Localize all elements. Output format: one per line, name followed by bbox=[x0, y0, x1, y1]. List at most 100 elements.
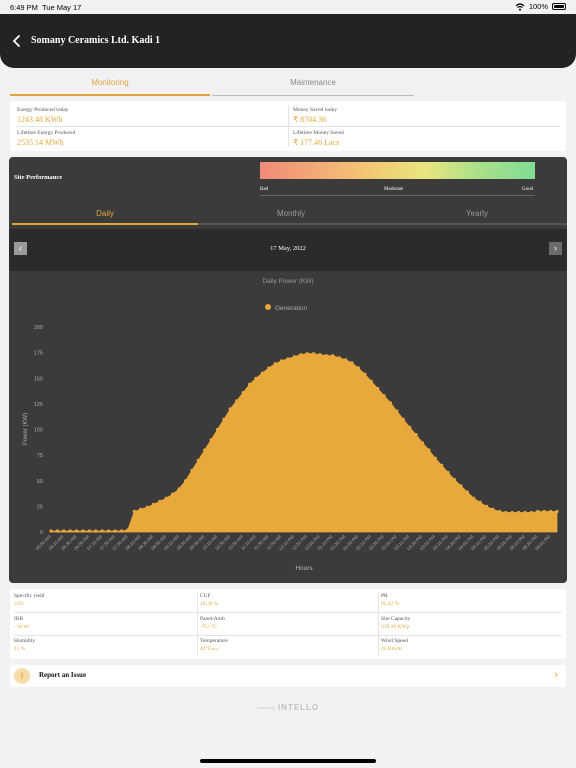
back-icon[interactable] bbox=[10, 34, 24, 48]
lifetime-energy-value: 2535.14 MWh bbox=[17, 138, 64, 147]
data-point bbox=[549, 509, 553, 514]
metric-label: Specific yield bbox=[14, 593, 45, 599]
main-tabs: Monitoring Maintenance bbox=[10, 70, 414, 96]
data-point bbox=[363, 372, 367, 376]
home-indicator bbox=[200, 759, 376, 763]
metric-value: 11 % bbox=[14, 646, 26, 652]
data-point bbox=[472, 496, 476, 500]
powered-by-label: powered by bbox=[256, 705, 275, 710]
legend-marker bbox=[265, 304, 271, 310]
money-saved-today-label: Money Saved today bbox=[293, 107, 337, 113]
data-point bbox=[113, 529, 117, 533]
lifetime-money-label: Lifetime Money Saved bbox=[293, 130, 344, 136]
data-point bbox=[222, 417, 226, 421]
data-point bbox=[286, 357, 290, 361]
site-performance-card: Site Performance Bad Moderate Good Daily… bbox=[9, 157, 567, 583]
data-point bbox=[504, 510, 508, 515]
energy-produced-today-label: Energy Produced today bbox=[17, 107, 69, 113]
data-point bbox=[145, 505, 149, 509]
data-point bbox=[87, 529, 91, 533]
data-point bbox=[459, 484, 463, 488]
data-point bbox=[280, 359, 284, 363]
data-point bbox=[529, 510, 534, 515]
lifetime-energy-label: Lifetime Energy Produced bbox=[17, 130, 76, 136]
y-tick-label: 0 bbox=[40, 530, 43, 536]
data-point bbox=[427, 448, 431, 452]
data-point bbox=[344, 358, 348, 362]
divider bbox=[14, 612, 562, 613]
chart-title: Daily Power (KW) bbox=[262, 278, 313, 285]
data-point bbox=[235, 399, 239, 403]
tab-daily[interactable]: Daily bbox=[12, 203, 198, 225]
energy-produced-today-value: 1243.48 KWh bbox=[17, 115, 63, 124]
metric-temperature: Temperature 43°CHazy bbox=[200, 638, 228, 652]
data-point bbox=[81, 529, 85, 533]
metric-site-capacity: Site Capacity 316.16 KWp bbox=[381, 616, 410, 630]
chevron-right-icon: › bbox=[554, 669, 558, 681]
status-date: Tue May 17 bbox=[42, 3, 82, 12]
data-point bbox=[177, 487, 181, 491]
y-tick-label: 25 bbox=[37, 504, 43, 510]
tab-maintenance[interactable]: Maintenance bbox=[212, 70, 414, 96]
data-point bbox=[126, 528, 130, 532]
data-point bbox=[100, 529, 104, 533]
alert-icon: ! bbox=[14, 668, 30, 684]
data-point bbox=[94, 529, 98, 533]
metric-label: PR bbox=[381, 593, 388, 599]
data-point bbox=[497, 509, 501, 514]
report-issue-button[interactable]: ! Report an Issue › bbox=[10, 665, 566, 687]
data-point bbox=[324, 354, 328, 358]
metric-label: Wind Speed bbox=[381, 638, 408, 644]
y-axis-ticks: 0 25 50 75 100 125 150 175 200 bbox=[34, 325, 43, 536]
divider bbox=[197, 592, 198, 656]
chevron-left-icon[interactable]: ‹ bbox=[14, 242, 27, 255]
y-axis-label: Power (KW) bbox=[23, 413, 29, 445]
data-point bbox=[68, 529, 72, 533]
metric-value: -°C/-°C bbox=[200, 624, 217, 630]
brand-logo: INTELLO bbox=[277, 703, 320, 712]
divider bbox=[288, 105, 289, 147]
top-bar: Somany Ceramics Ltd. Kadi 1 bbox=[0, 14, 576, 68]
metric-value: 23 Km/hr bbox=[381, 646, 403, 652]
data-point bbox=[408, 425, 412, 429]
data-point bbox=[164, 496, 168, 500]
metric-panel-amb: Panel/Amb -°C/-°C bbox=[200, 616, 225, 630]
selected-date: 17 May, 2022 bbox=[270, 245, 306, 252]
data-point bbox=[132, 509, 136, 514]
data-point bbox=[350, 361, 354, 365]
y-tick-label: 75 bbox=[37, 453, 43, 459]
data-point bbox=[254, 376, 258, 380]
metric-value: 95.42 % bbox=[381, 601, 400, 607]
data-point bbox=[151, 502, 156, 506]
data-point bbox=[75, 529, 79, 533]
metric-label: Site Capacity bbox=[381, 616, 411, 622]
divider bbox=[14, 635, 562, 636]
tab-monitoring[interactable]: Monitoring bbox=[10, 70, 210, 96]
money-saved-today: Money Saved today ₹ 8704.36 bbox=[293, 107, 337, 124]
y-tick-label: 200 bbox=[34, 325, 43, 331]
tab-yearly[interactable]: Yearly bbox=[384, 203, 567, 225]
data-point bbox=[388, 401, 393, 405]
chevron-right-icon[interactable]: › bbox=[549, 242, 562, 255]
data-point bbox=[414, 433, 418, 437]
data-point bbox=[318, 353, 322, 357]
data-point bbox=[215, 427, 220, 432]
data-point bbox=[119, 529, 124, 533]
generation-points bbox=[49, 352, 559, 533]
data-point bbox=[420, 441, 425, 445]
data-point bbox=[510, 510, 514, 515]
data-point bbox=[491, 507, 495, 511]
data-point bbox=[260, 371, 264, 375]
metric-value: 316.16 KWp bbox=[381, 624, 410, 630]
data-point bbox=[209, 438, 213, 442]
metric-value: - W/m² bbox=[14, 624, 30, 630]
y-tick-label: 100 bbox=[34, 428, 43, 434]
weather-note: Hazy bbox=[211, 647, 219, 651]
legend-label: Generation bbox=[275, 305, 308, 312]
metric-label: Temperature bbox=[200, 638, 228, 644]
data-point bbox=[523, 510, 527, 515]
metric-cuf: CUF 16.39 % bbox=[200, 593, 218, 607]
tab-monthly[interactable]: Monthly bbox=[198, 203, 384, 225]
metric-label: IRR bbox=[14, 616, 24, 622]
